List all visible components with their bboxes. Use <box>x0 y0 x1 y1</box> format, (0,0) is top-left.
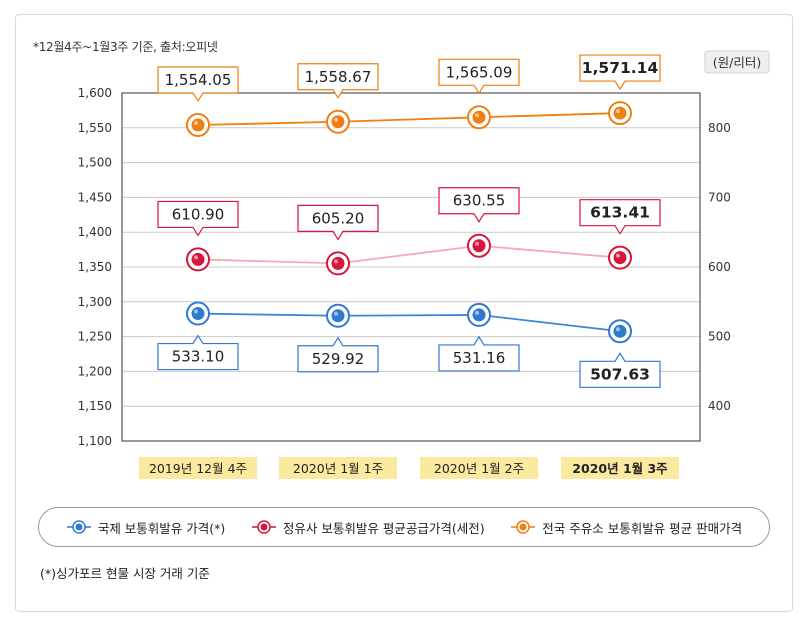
data-label-callout <box>579 54 661 91</box>
right-axis-unit: (원/리터) <box>713 55 761 70</box>
data-label-callout <box>157 66 239 103</box>
legend-marker-gas-station-icon <box>511 520 536 534</box>
right-tick-label: 800 <box>708 121 731 135</box>
x-category-box <box>139 457 257 479</box>
left-tick-label: 1,250 <box>78 330 112 344</box>
data-point-highlight <box>616 253 620 258</box>
data-point-highlight <box>334 311 338 316</box>
left-tick-label: 1,450 <box>78 190 112 204</box>
series-line-2 <box>197 112 621 126</box>
data-point <box>331 309 345 323</box>
data-point <box>613 251 627 265</box>
data-label-callout <box>579 352 661 388</box>
data-point-highlight <box>334 117 338 122</box>
left-tick-label: 1,500 <box>78 156 112 170</box>
legend-label-refinery: 정유사 보통휘발유 평균공급가격(세전) <box>282 520 485 536</box>
data-label: 1,571.14 <box>582 59 659 77</box>
data-point <box>191 252 205 266</box>
left-tick-label: 1,350 <box>78 260 112 274</box>
data-label: 630.55 <box>453 192 506 210</box>
left-tick-label: 1,400 <box>78 225 112 239</box>
series-line-1 <box>197 244 621 265</box>
data-point <box>472 239 486 253</box>
x-tick-label: 2020년 1월 1주 <box>293 461 383 476</box>
legend-label-international: 국제 보통휘발유 가격(*) <box>97 520 226 536</box>
data-point-highlight <box>194 309 198 314</box>
data-point-highlight <box>475 241 479 246</box>
source-note: *12월4주~1월3주 기준, 출처:오피넷 <box>33 40 218 54</box>
data-label: 610.90 <box>172 205 225 223</box>
data-point <box>331 115 345 129</box>
data-label-callout <box>157 334 239 371</box>
right-tick-label: 700 <box>708 190 731 204</box>
left-tick-label: 1,550 <box>78 121 112 135</box>
data-label-callout <box>438 58 520 95</box>
data-point-highlight <box>475 310 479 315</box>
left-tick-label: 1,100 <box>78 434 112 448</box>
right-tick-label: 500 <box>708 330 731 344</box>
legend-item-gas-station[interactable]: 전국 주유소 보통휘발유 평균 판매가격 <box>510 518 742 537</box>
data-label: 605.20 <box>312 209 365 227</box>
right-tick-label: 600 <box>708 260 731 274</box>
left-tick-label: 1,300 <box>78 295 112 309</box>
legend-marker-refinery-icon <box>251 520 276 534</box>
data-point-highlight <box>616 327 620 332</box>
data-point-highlight <box>475 113 479 118</box>
data-label: 531.16 <box>453 349 506 367</box>
x-tick-label: 2020년 1월 2주 <box>434 461 524 476</box>
x-category-box <box>561 457 679 479</box>
data-point-highlight <box>194 255 198 260</box>
left-tick-label: 1,150 <box>78 399 112 413</box>
data-label-callout <box>297 336 379 373</box>
data-label: 613.41 <box>590 204 650 222</box>
data-label: 533.10 <box>172 348 225 366</box>
data-point <box>191 118 205 132</box>
data-label-callout <box>579 199 661 235</box>
data-label: 1,558.67 <box>305 68 372 86</box>
right-tick-label: 400 <box>708 399 731 413</box>
data-point-highlight <box>334 259 338 264</box>
data-label-callout <box>157 200 239 237</box>
left-tick-label: 1,600 <box>78 86 112 100</box>
data-point-highlight <box>616 109 620 114</box>
data-point <box>191 307 205 321</box>
data-label-callout <box>297 63 379 99</box>
data-label: 529.92 <box>312 350 365 368</box>
x-tick-label: 2020년 1월 3주 <box>572 461 668 476</box>
data-label: 507.63 <box>590 365 650 383</box>
legend-label-gas-station: 전국 주유소 보통휘발유 평균 판매가격 <box>542 520 743 536</box>
data-point <box>613 106 627 120</box>
data-label-callout <box>297 204 379 241</box>
x-tick-label: 2019년 12월 4주 <box>149 461 247 476</box>
data-point <box>613 324 627 338</box>
legend-marker-international-icon <box>66 520 91 534</box>
data-label-callout <box>438 335 520 372</box>
x-category-box <box>279 457 397 479</box>
series-line-0 <box>197 312 621 333</box>
plot-frame <box>121 92 701 442</box>
data-point <box>331 256 345 270</box>
right-axis-unit-badge <box>704 50 770 74</box>
legend-item-refinery[interactable]: 정유사 보통휘발유 평균공급가격(세전) <box>251 518 485 537</box>
data-label-callout <box>438 187 520 223</box>
data-point <box>472 308 486 322</box>
data-label: 1,565.09 <box>446 63 513 81</box>
left-tick-label: 1,200 <box>78 364 112 378</box>
x-category-box <box>420 457 538 479</box>
footnote: (*)싱가포르 현물 시장 거래 기준 <box>40 566 210 581</box>
data-point <box>472 110 486 124</box>
data-point-highlight <box>194 120 198 125</box>
data-label: 1,554.05 <box>165 71 232 89</box>
legend: 국제 보통휘발유 가격(*) 정유사 보통휘발유 평균공급가격(세전) 전국 주… <box>38 507 770 547</box>
line-chart: 1,100 1,150 1,200 1,250 1,300 1,350 1,400 1,450… <box>78 50 770 479</box>
legend-item-international[interactable]: 국제 보통휘발유 가격(*) <box>66 518 225 537</box>
